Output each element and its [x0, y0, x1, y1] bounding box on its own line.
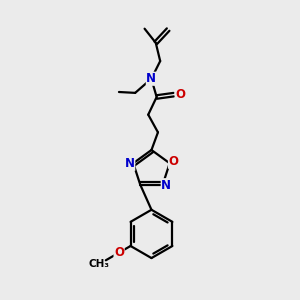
- Text: O: O: [169, 155, 178, 168]
- Text: O: O: [175, 88, 185, 101]
- Text: N: N: [125, 157, 135, 170]
- Text: CH₃: CH₃: [88, 260, 109, 269]
- Text: O: O: [114, 246, 124, 259]
- Text: N: N: [161, 179, 171, 192]
- Text: N: N: [146, 72, 156, 85]
